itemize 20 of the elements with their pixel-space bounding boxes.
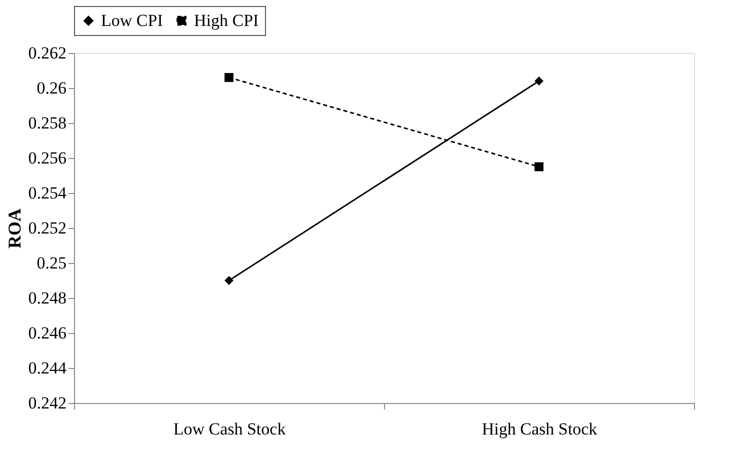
- y-tick-label: 0.246: [28, 324, 66, 342]
- point: [224, 73, 234, 82]
- x-tick-label: High Cash Stock: [482, 420, 598, 438]
- y-tick-label: 0.262: [28, 44, 66, 62]
- y-tick-label: 0.25: [36, 254, 66, 272]
- y-tick-label: 0.242: [28, 394, 66, 412]
- x-tick-label: Low Cash Stock: [173, 420, 286, 438]
- point: [224, 276, 234, 285]
- legend-label: Low CPI: [101, 10, 164, 30]
- legend-label: High CPI: [194, 10, 260, 30]
- y-tick-label: 0.256: [28, 148, 66, 168]
- point: [534, 76, 544, 86]
- y-tick-label: 0.244: [28, 358, 67, 378]
- y-tick-label: 0.258: [28, 114, 66, 132]
- y-tick-label: 0.254: [28, 184, 67, 202]
- point: [534, 162, 544, 172]
- y-tick-label: 0.248: [28, 288, 66, 308]
- y-axis-title: ROA: [4, 208, 24, 248]
- y-tick-label: 0.252: [28, 218, 66, 238]
- y-tick-label: 0.26: [36, 78, 66, 98]
